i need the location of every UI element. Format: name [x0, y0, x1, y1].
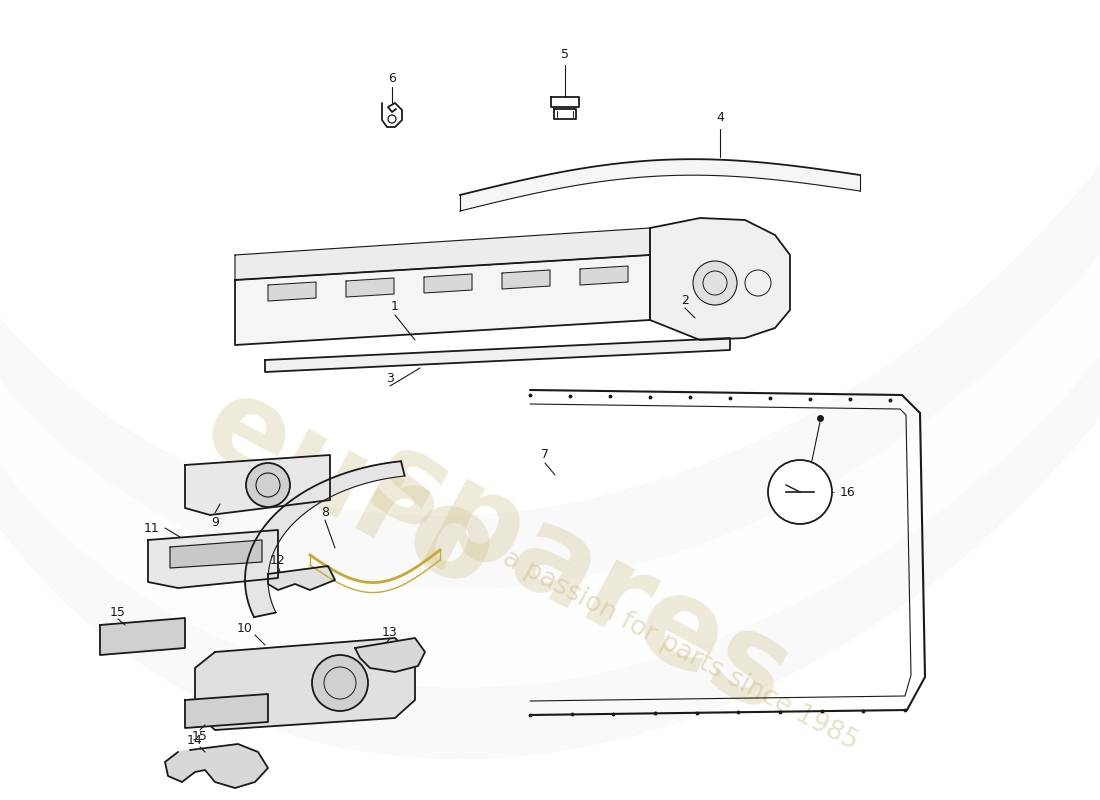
Polygon shape [170, 540, 262, 568]
Circle shape [312, 655, 368, 711]
Polygon shape [460, 159, 860, 211]
Text: 13: 13 [382, 626, 398, 638]
Polygon shape [355, 638, 425, 672]
Polygon shape [580, 266, 628, 285]
Text: 16: 16 [840, 486, 856, 498]
Text: 15: 15 [192, 730, 208, 742]
Polygon shape [195, 638, 415, 730]
Polygon shape [0, 100, 1100, 758]
Text: 14: 14 [187, 734, 202, 746]
Polygon shape [502, 270, 550, 289]
Text: 6: 6 [388, 73, 396, 86]
Text: a passion for parts since 1985: a passion for parts since 1985 [498, 545, 862, 755]
Text: 4: 4 [716, 111, 724, 124]
Text: 5: 5 [561, 49, 569, 62]
Polygon shape [265, 338, 730, 372]
Circle shape [246, 463, 290, 507]
Text: 8: 8 [321, 506, 329, 518]
Circle shape [693, 261, 737, 305]
Polygon shape [0, 100, 1100, 758]
Text: 10: 10 [238, 622, 253, 634]
Text: 2: 2 [681, 294, 689, 306]
Circle shape [768, 460, 832, 524]
Polygon shape [346, 278, 394, 297]
Polygon shape [235, 255, 650, 345]
Polygon shape [185, 455, 330, 515]
Polygon shape [185, 694, 268, 728]
Text: 15: 15 [110, 606, 125, 618]
Polygon shape [148, 530, 278, 588]
Polygon shape [100, 618, 185, 655]
Text: euro: euro [184, 365, 516, 615]
Polygon shape [235, 228, 650, 280]
Polygon shape [268, 566, 336, 590]
Polygon shape [0, 190, 1100, 687]
Text: 12: 12 [271, 554, 286, 566]
Text: spares: spares [350, 421, 810, 739]
Polygon shape [165, 744, 268, 788]
Polygon shape [268, 282, 316, 301]
Text: 3: 3 [386, 371, 394, 385]
Text: 11: 11 [144, 522, 159, 534]
Text: 7: 7 [541, 449, 549, 462]
Polygon shape [245, 462, 405, 617]
Text: 1: 1 [392, 301, 399, 314]
Polygon shape [424, 274, 472, 293]
Polygon shape [650, 218, 790, 340]
Text: 9: 9 [211, 515, 219, 529]
